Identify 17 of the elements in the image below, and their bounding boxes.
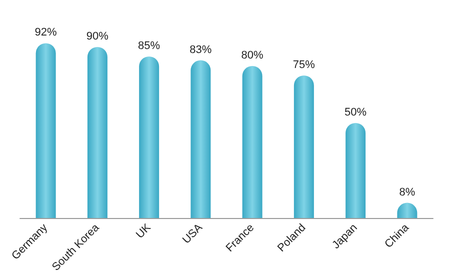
bar [36,43,56,218]
x-tick-label: UK [134,221,154,242]
data-label: 92% [34,26,58,39]
data-label: 90% [86,30,109,42]
data-label: 50% [344,106,367,118]
bar [242,66,262,218]
bar [294,76,314,218]
bar [190,60,211,218]
data-label: 75% [292,59,316,71]
bar [139,56,160,218]
data-label: 8% [399,186,416,198]
bar [87,47,108,218]
x-tick-label: USA [180,221,206,246]
data-label: 80% [241,50,264,62]
bar [346,123,366,218]
data-label: 85% [138,40,160,52]
data-label: 83% [190,44,212,56]
